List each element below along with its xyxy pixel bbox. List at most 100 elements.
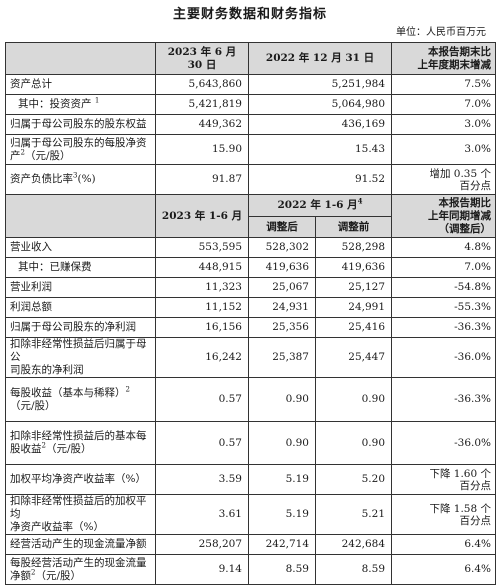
table-row: 扣除非经常性损益后的加权平均 净资产收益率（%） 3.61 5.19 5.21 … <box>5 494 497 535</box>
value-2023: 448,915 <box>155 257 249 278</box>
value-2022-before: 5.20 <box>314 464 393 495</box>
value-2022-adjusted: 24,931 <box>248 297 316 318</box>
change-value: 3.0% <box>391 114 497 135</box>
value-2022-adjusted: 5.19 <box>248 464 316 495</box>
row-label: 归属于母公司股东的股东权益 <box>5 114 156 135</box>
value-2022-before: 419,636 <box>314 257 393 278</box>
table-row: 其中：投资资产 1 5,421,819 5,064,980 7.0% <box>5 94 497 115</box>
row-label: 扣除非经常性损益后的加权平均 净资产收益率（%） <box>5 494 156 535</box>
row-label: 扣除非经常性损益后归属于母公 司股东的净利润 <box>5 337 156 378</box>
page-title: 主要财务数据和财务指标 <box>172 7 327 22</box>
change-value: 4.8% <box>391 237 497 258</box>
value-2023: 11,152 <box>155 297 249 318</box>
value-2022-adjusted: 242,714 <box>248 534 316 555</box>
table-row: 每股经营活动产生的现金流量 净额2（元/股） 9.14 8.59 8.59 6.… <box>5 554 497 585</box>
header-2023-06-30: 2023 年 6 月 30 日 <box>155 42 249 75</box>
value-2023: 11,323 <box>155 277 249 298</box>
value-2023: 5,643,860 <box>155 74 249 95</box>
table-row: 营业收入 553,595 528,302 528,298 4.8% <box>5 237 497 258</box>
row-label: 归属于母公司股东的每股净资 产2（元/股） <box>5 134 156 165</box>
header-2022-h1: 2022 年 1-6 月4 <box>247 194 393 217</box>
financial-table: 2023 年 6 月 30 日 2022 年 12 月 31 日 本报告期末比 … <box>5 42 497 585</box>
change-value: 3.0% <box>391 134 497 165</box>
value-2022-adjusted: 419,636 <box>248 257 316 278</box>
header-blank <box>5 42 156 75</box>
value-2022-adjusted: 5.19 <box>248 494 316 535</box>
value-2023: 3.61 <box>155 494 249 535</box>
value-2022-before: 0.90 <box>314 377 393 422</box>
value-2022-before: 242,684 <box>314 534 393 555</box>
value-2022: 5,064,980 <box>247 94 393 115</box>
table-row: 扣除非经常性损益后归属于母公 司股东的净利润 16,242 25,387 25,… <box>5 337 497 378</box>
header-2022-12-31: 2022 年 12 月 31 日 <box>247 42 393 75</box>
value-2022-before: 0.90 <box>314 421 393 465</box>
value-2022-adjusted: 528,302 <box>248 237 316 258</box>
value-2023: 553,595 <box>155 237 249 258</box>
income-header-row: 2023 年 1-6 月 2022 年 1-6 月4 本报告期比 上年同期增减 … <box>5 194 497 238</box>
value-2022: 5,251,984 <box>247 74 393 95</box>
header-before-adjustment: 调整前 <box>314 216 393 238</box>
table-row: 归属于母公司股东的股东权益 449,362 436,169 3.0% <box>5 114 497 135</box>
table-row: 经营活动产生的现金流量净额 258,207 242,714 242,684 6.… <box>5 534 497 555</box>
table-row: 归属于母公司股东的净利润 16,156 25,356 25,416 -36.3% <box>5 317 497 338</box>
value-2022: 436,169 <box>247 114 393 135</box>
table-row: 扣除非经常性损益后的基本每 股收益2（元/股） 0.57 0.90 0.90 -… <box>5 421 497 465</box>
row-label: 营业利润 <box>5 277 156 298</box>
change-value: 下降 1.60 个 百分点 <box>391 464 497 495</box>
change-value: 增加 0.35 个 百分点 <box>391 164 497 195</box>
value-2023: 258,207 <box>155 534 249 555</box>
row-label: 经营活动产生的现金流量净额 <box>5 534 156 555</box>
value-2022: 91.52 <box>247 164 393 195</box>
row-label: 每股收益（基本与稀释）2 （元/股） <box>5 377 156 422</box>
value-2023: 0.57 <box>155 377 249 422</box>
value-2022-before: 25,416 <box>314 317 393 338</box>
table-row: 每股收益（基本与稀释）2 （元/股） 0.57 0.90 0.90 -36.3% <box>5 377 497 422</box>
change-value: -54.8% <box>391 277 497 298</box>
value-2023: 16,242 <box>155 337 249 378</box>
row-label: 其中：已赚保费 <box>5 257 156 278</box>
row-label: 利润总额 <box>5 297 156 318</box>
value-2022-adjusted: 0.90 <box>248 377 316 422</box>
change-value: 7.0% <box>391 257 497 278</box>
value-2022-before: 25,127 <box>314 277 393 298</box>
value-2022-adjusted: 25,387 <box>248 337 316 378</box>
value-2023: 449,362 <box>155 114 249 135</box>
table-row: 其中：已赚保费 448,915 419,636 419,636 7.0% <box>5 257 497 278</box>
table-row: 资产负债比率3(%) 91.87 91.52 增加 0.35 个 百分点 <box>5 164 497 195</box>
change-value: -36.3% <box>391 317 497 338</box>
value-2023: 16,156 <box>155 317 249 338</box>
change-value: 6.4% <box>391 554 497 585</box>
unit-note: 单位：人民币百万元 <box>396 27 486 38</box>
balance-header-row: 2023 年 6 月 30 日 2022 年 12 月 31 日 本报告期末比 … <box>5 42 497 75</box>
row-label: 扣除非经常性损益后的基本每 股收益2（元/股） <box>5 421 156 465</box>
value-2022-before: 5.21 <box>314 494 393 535</box>
change-value: -36.3% <box>391 377 497 422</box>
value-2022-before: 24,991 <box>314 297 393 318</box>
value-2023: 9.14 <box>155 554 249 585</box>
row-label: 其中：投资资产 1 <box>5 94 156 115</box>
value-2022: 15.43 <box>247 134 393 165</box>
value-2023: 91.87 <box>155 164 249 195</box>
change-value: -55.3% <box>391 297 497 318</box>
value-2022-adjusted: 25,356 <box>248 317 316 338</box>
header-change-period-end: 本报告期末比 上年度期末增减 <box>391 42 497 75</box>
header-adjusted: 调整后 <box>248 216 316 238</box>
value-2022-adjusted: 0.90 <box>248 421 316 465</box>
row-label: 资产负债比率3(%) <box>5 164 156 195</box>
table-row: 营业利润 11,323 25,067 25,127 -54.8% <box>5 277 497 298</box>
value-2023: 15.90 <box>155 134 249 165</box>
value-2023: 3.59 <box>155 464 249 495</box>
value-2023: 0.57 <box>155 421 249 465</box>
change-value: -36.0% <box>391 421 497 465</box>
row-label: 归属于母公司股东的净利润 <box>5 317 156 338</box>
table-row: 资产总计 5,643,860 5,251,984 7.5% <box>5 74 497 95</box>
row-label: 资产总计 <box>5 74 156 95</box>
table-row: 加权平均净资产收益率（%） 3.59 5.19 5.20 下降 1.60 个 百… <box>5 464 497 495</box>
value-2023: 5,421,819 <box>155 94 249 115</box>
change-value: 7.5% <box>391 74 497 95</box>
value-2022-before: 8.59 <box>314 554 393 585</box>
table-row: 利润总额 11,152 24,931 24,991 -55.3% <box>5 297 497 318</box>
change-value: -36.0% <box>391 337 497 378</box>
row-label: 每股经营活动产生的现金流量 净额2（元/股） <box>5 554 156 585</box>
header-blank <box>5 194 156 238</box>
